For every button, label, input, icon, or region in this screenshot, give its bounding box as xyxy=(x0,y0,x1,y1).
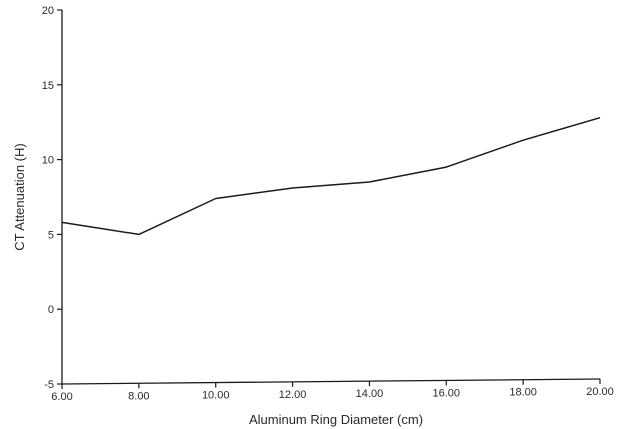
plot-area: -5 0 5 10 15 20 6.00 8.00 10.00 12.00 14.00 16.00 1… xyxy=(42,5,614,403)
data-series-line xyxy=(61,116,601,236)
x-tick-label: 16.00 xyxy=(433,387,461,399)
y-tick-label: 10 xyxy=(42,155,54,167)
y-tick-label: 0 xyxy=(48,304,54,316)
y-axis-title: CT Attenuation (H) xyxy=(12,143,27,250)
x-axis-line xyxy=(61,378,601,385)
x-axis-title: Aluminum Ring Diameter (cm) xyxy=(249,412,423,427)
y-ticks: -5 0 5 10 15 20 xyxy=(42,5,62,391)
x-tick-label: 18.00 xyxy=(509,387,537,399)
y-tick-label: 5 xyxy=(48,229,54,241)
x-tick-label: 14.00 xyxy=(356,388,384,400)
x-ticks: 6.00 8.00 10.00 12.00 14.00 16.00 18.00 20.00 xyxy=(51,379,614,403)
x-tick-label: 20.00 xyxy=(586,386,614,398)
y-tick-label: 15 xyxy=(42,80,54,92)
x-tick-label: 6.00 xyxy=(51,391,72,403)
x-tick-label: 12.00 xyxy=(279,389,307,401)
y-tick-label: 20 xyxy=(42,5,54,17)
x-tick-label: 10.00 xyxy=(202,390,230,402)
y-tick-label: -5 xyxy=(44,379,54,391)
x-tick-label: 8.00 xyxy=(128,390,149,402)
